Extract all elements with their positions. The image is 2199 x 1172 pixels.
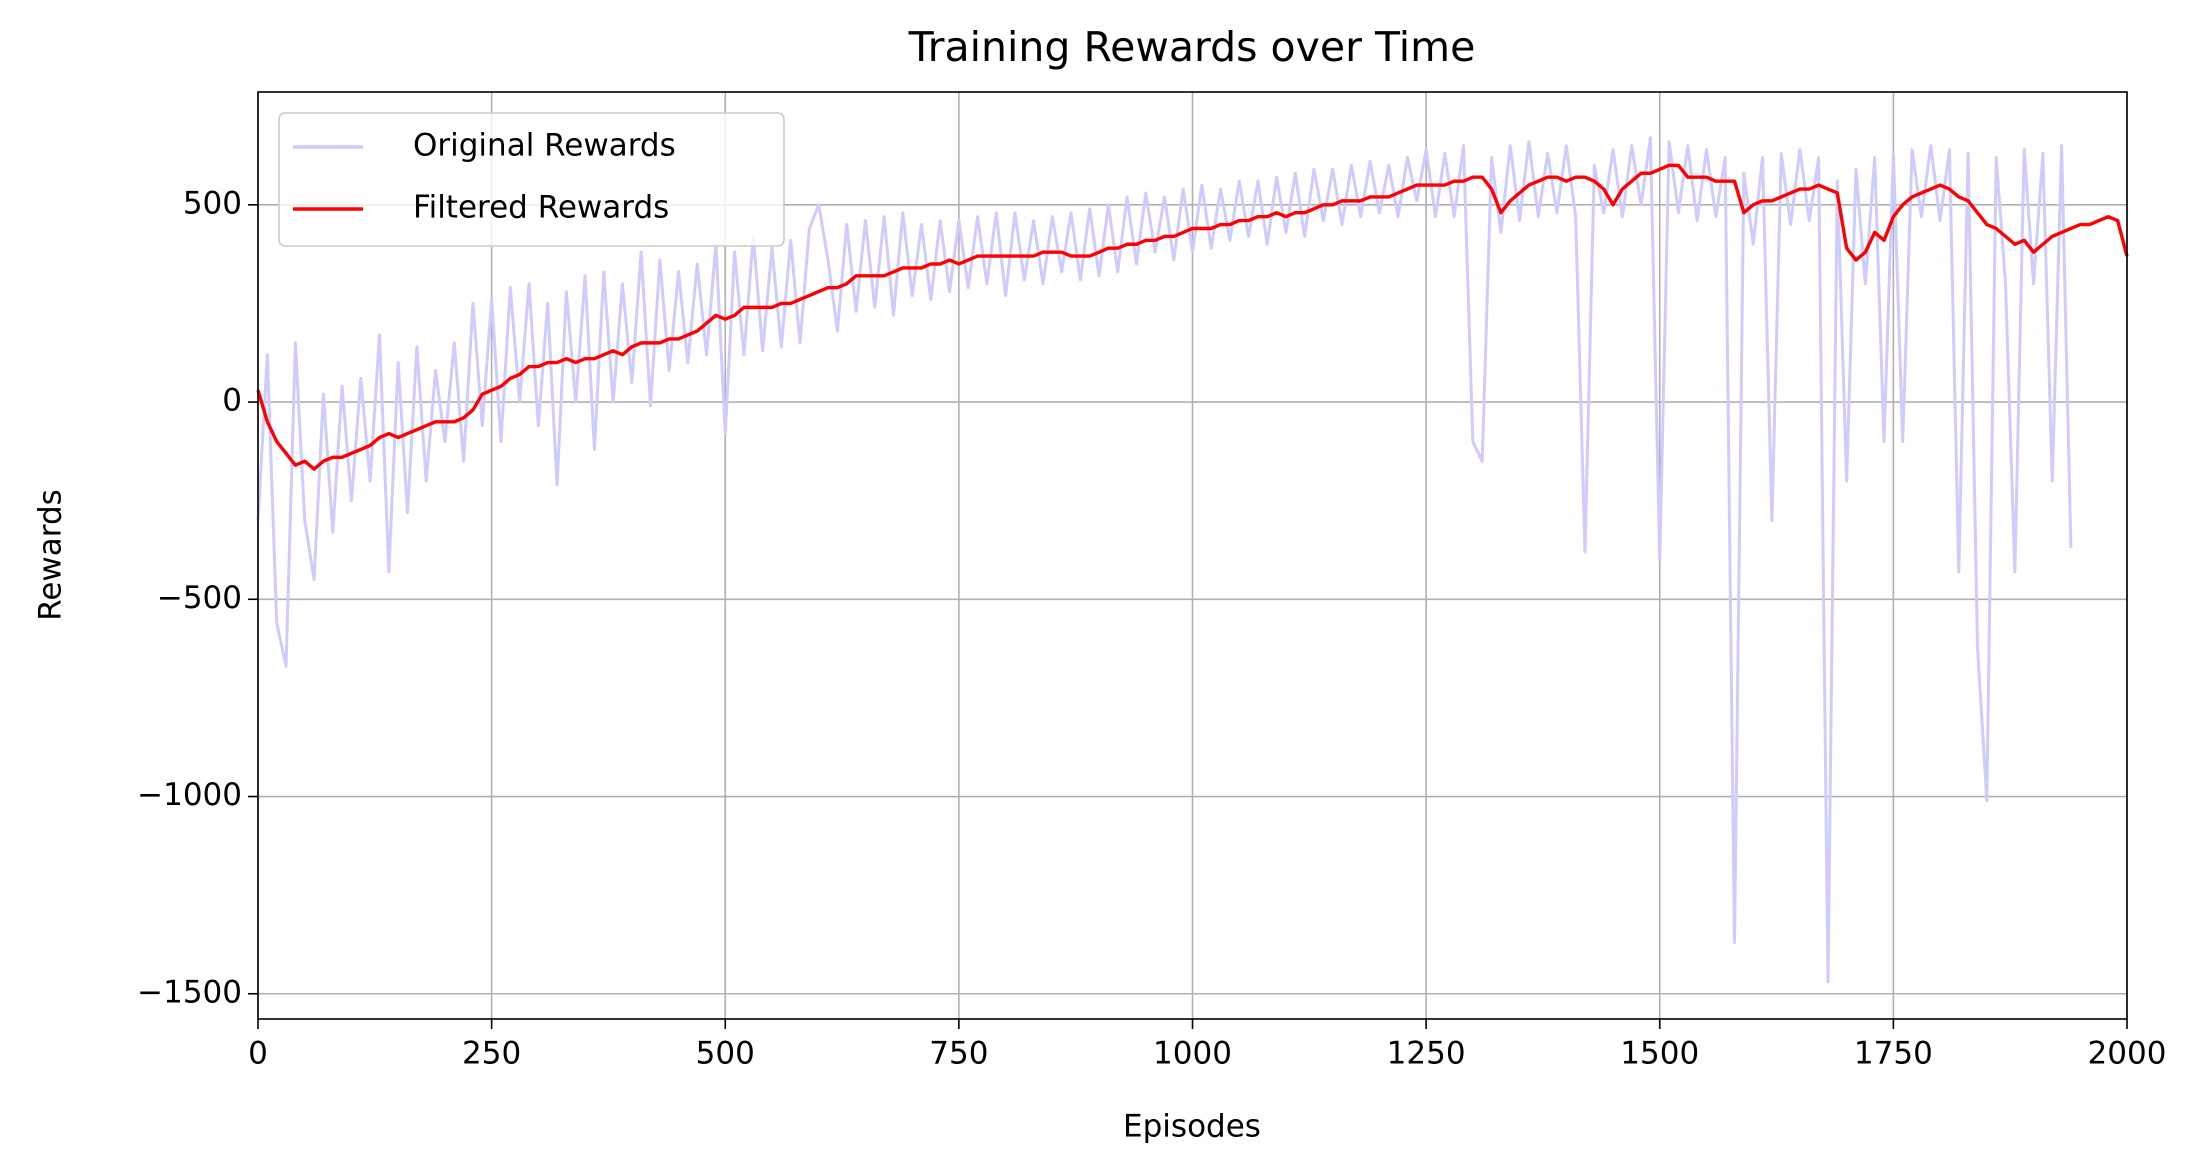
x-tick-label: 1750 <box>1854 1036 1933 1072</box>
y-tick-label: 500 <box>183 185 242 221</box>
x-tick-label: 750 <box>929 1036 988 1072</box>
x-tick-label: 1250 <box>1387 1036 1466 1072</box>
y-axis-label: Rewards <box>33 489 69 621</box>
y-tick-label: −500 <box>157 580 242 616</box>
x-tick-label: 2000 <box>2088 1036 2167 1072</box>
y-tick-label: −1500 <box>137 974 242 1010</box>
series-line <box>256 163 2129 471</box>
y-tick-label: −1000 <box>137 777 242 813</box>
series-line <box>256 136 2073 984</box>
x-axis-label: Episodes <box>1123 1109 1261 1145</box>
legend-label: Filtered Rewards <box>413 190 669 226</box>
x-tick-label: 1500 <box>1620 1036 1699 1072</box>
legend-box <box>278 112 785 247</box>
x-tick-label: 250 <box>462 1036 521 1072</box>
chart-title: Training Rewards over Time <box>908 23 1476 71</box>
x-tick-label: 500 <box>696 1036 755 1072</box>
x-tick-label: 0 <box>248 1036 268 1072</box>
y-tick-label: 0 <box>222 383 242 419</box>
legend-label: Original Rewards <box>413 128 676 164</box>
plot-frame <box>257 91 2128 1020</box>
x-tick-label: 1000 <box>1153 1036 1232 1072</box>
